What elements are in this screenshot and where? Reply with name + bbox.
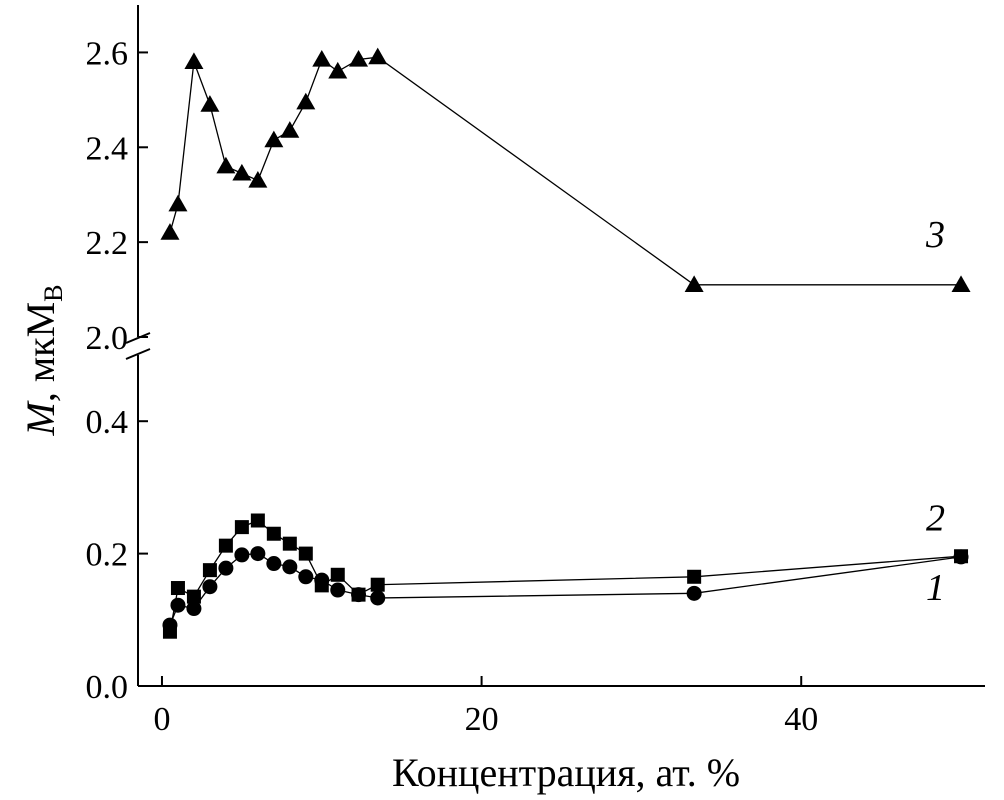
series-3-point	[349, 50, 369, 67]
series-3-point	[951, 275, 971, 292]
series-1-line	[169, 552, 962, 626]
series-1-point	[234, 547, 250, 563]
series-2-point	[250, 513, 265, 528]
series-1-point	[298, 569, 314, 585]
series-1-point	[218, 560, 234, 576]
series-2-point	[162, 624, 177, 639]
series-1-label: 1	[926, 567, 945, 609]
series-3-point	[232, 163, 252, 181]
series-2-point	[266, 526, 281, 541]
series-1-point	[686, 585, 702, 601]
series-3-point	[168, 194, 188, 212]
x-axis-title: Концентрация, ат. %	[392, 750, 740, 795]
series-2-label: 2	[926, 497, 945, 539]
series-3-point	[216, 156, 236, 174]
series-3-point	[368, 47, 388, 65]
series-2-line	[169, 519, 962, 632]
y-axis-title-symbol: M	[18, 399, 63, 436]
series-1-point	[202, 579, 218, 595]
y-tick-label: 0.4	[86, 404, 129, 441]
series-3-point	[296, 92, 316, 110]
series-2-point	[170, 581, 185, 596]
series-2-point	[370, 577, 385, 592]
series-1-point	[170, 597, 186, 613]
series-labels: 1 2 3	[925, 214, 945, 609]
y-tick-label: 0.2	[86, 537, 129, 574]
series-1-point	[186, 601, 202, 617]
x-ticks: 0 20 40	[153, 676, 818, 738]
series-2-point	[218, 538, 233, 553]
series-1-point	[282, 559, 298, 575]
series-3-point	[160, 223, 180, 240]
series-2-point	[954, 549, 969, 564]
series-3-point	[684, 275, 704, 292]
series-2-point	[234, 520, 249, 535]
series-3-point	[184, 52, 204, 70]
x-tick-label: 20	[465, 701, 499, 738]
series-3-point	[200, 95, 220, 112]
x-tick-label: 0	[153, 701, 170, 738]
series-2-point	[351, 587, 366, 602]
series-3-point	[328, 61, 348, 79]
y-axis-title-subscript: B	[39, 285, 68, 302]
axes	[125, 5, 985, 687]
series-3-point	[248, 170, 268, 188]
y-tick-label: 0.0	[86, 669, 129, 706]
series-2-point	[202, 563, 217, 578]
series-1-point	[266, 556, 282, 572]
series-2-point	[298, 546, 313, 561]
series-3-point	[280, 121, 300, 138]
series-3-line	[169, 56, 961, 286]
y-tick-label: 2.2	[86, 225, 129, 262]
series-2-point	[186, 589, 201, 604]
y-tick-label: 2.6	[86, 35, 129, 72]
y-tick-label: 2.0	[86, 320, 129, 357]
series-2-point	[314, 578, 329, 593]
series-3-label: 3	[925, 214, 945, 256]
series-1-point	[250, 546, 266, 562]
series-1-point	[330, 582, 346, 598]
series-2-point	[330, 567, 345, 582]
y-axis-title-unit: , мкМ	[18, 302, 63, 402]
y-ticks: 0.0 0.2 0.4 2.0 2.2 2.4 2.6	[86, 35, 148, 706]
series-2-point	[687, 569, 702, 584]
y-tick-label: 2.4	[86, 130, 129, 167]
y-axis-title: M, мкМB	[18, 285, 68, 437]
series-2-point	[282, 536, 297, 551]
series-1-point	[370, 590, 386, 606]
markers	[160, 47, 971, 639]
series-3-point	[312, 50, 332, 67]
series-3-point	[264, 130, 284, 148]
x-tick-label: 40	[784, 701, 818, 738]
